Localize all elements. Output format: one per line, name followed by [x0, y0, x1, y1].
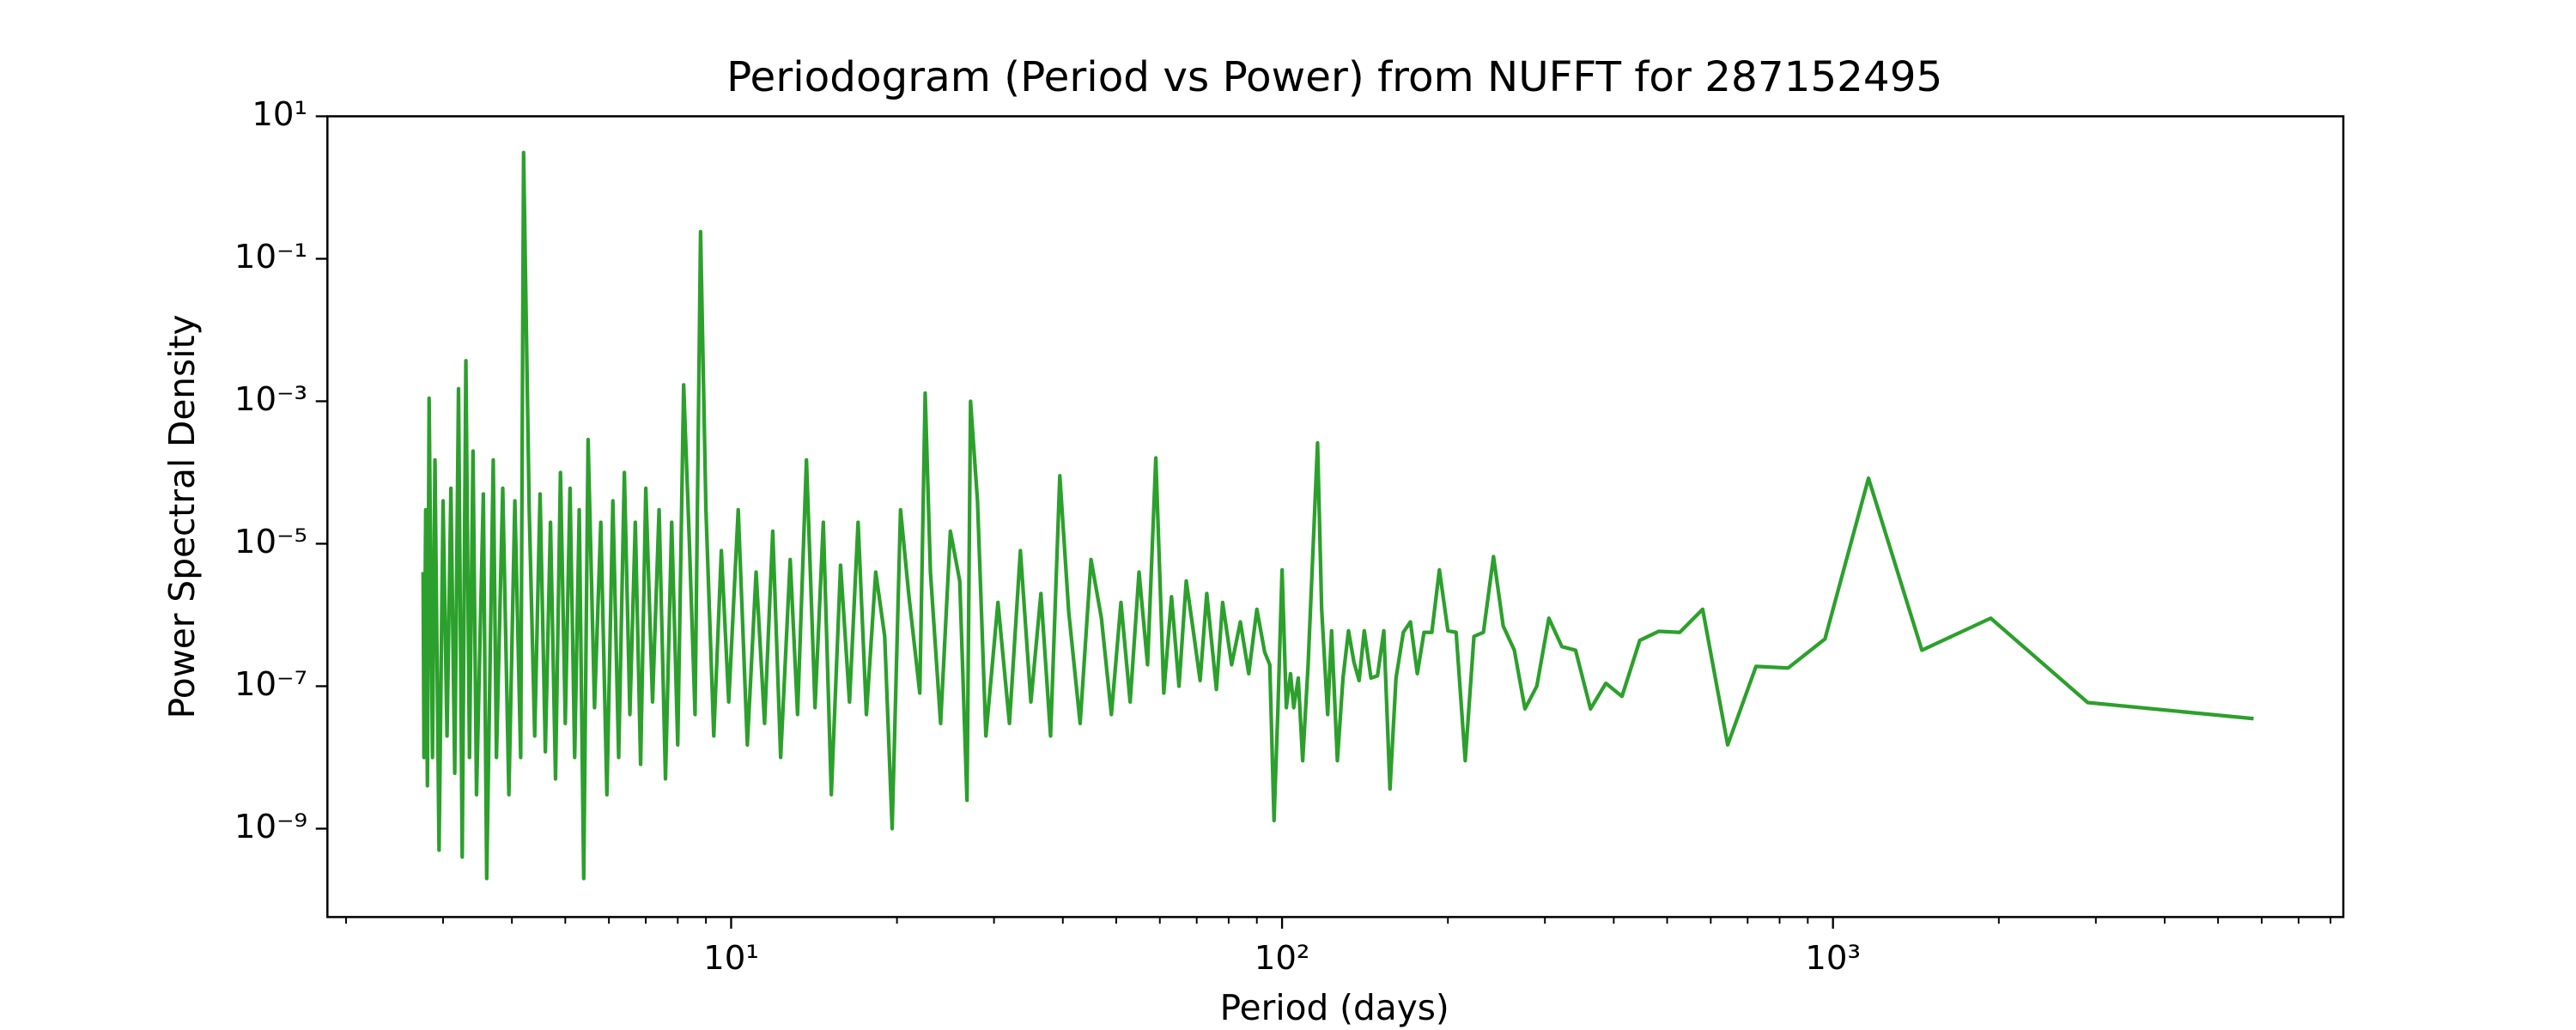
- x-tick-label: 10¹: [703, 939, 759, 978]
- x-tick-label: 10³: [1805, 939, 1861, 978]
- x-tick-label: 10²: [1255, 939, 1310, 978]
- chart-title: Periodogram (Period vs Power) from NUFFT…: [726, 53, 1942, 101]
- y-tick-label: 10¹: [252, 95, 307, 134]
- y-tick-label: 10⁻⁹: [234, 808, 307, 846]
- y-tick-label: 10⁻⁷: [234, 665, 307, 704]
- data-line: [421, 150, 2254, 881]
- plot-area: 10¹ 10² 10³ 10⁻⁹ 10⁻⁷ 10⁻⁵ 10⁻³ 10⁻¹ 10¹: [234, 95, 2332, 978]
- y-tick-label: 10⁻³: [234, 380, 307, 419]
- y-axis-label: Power Spectral Density: [161, 315, 203, 719]
- y-tick-label: 10⁻¹: [234, 238, 307, 276]
- axes-frame: [326, 115, 2345, 918]
- y-tick-label: 10⁻⁵: [234, 523, 307, 561]
- x-axis-label: Period (days): [1220, 987, 1449, 1028]
